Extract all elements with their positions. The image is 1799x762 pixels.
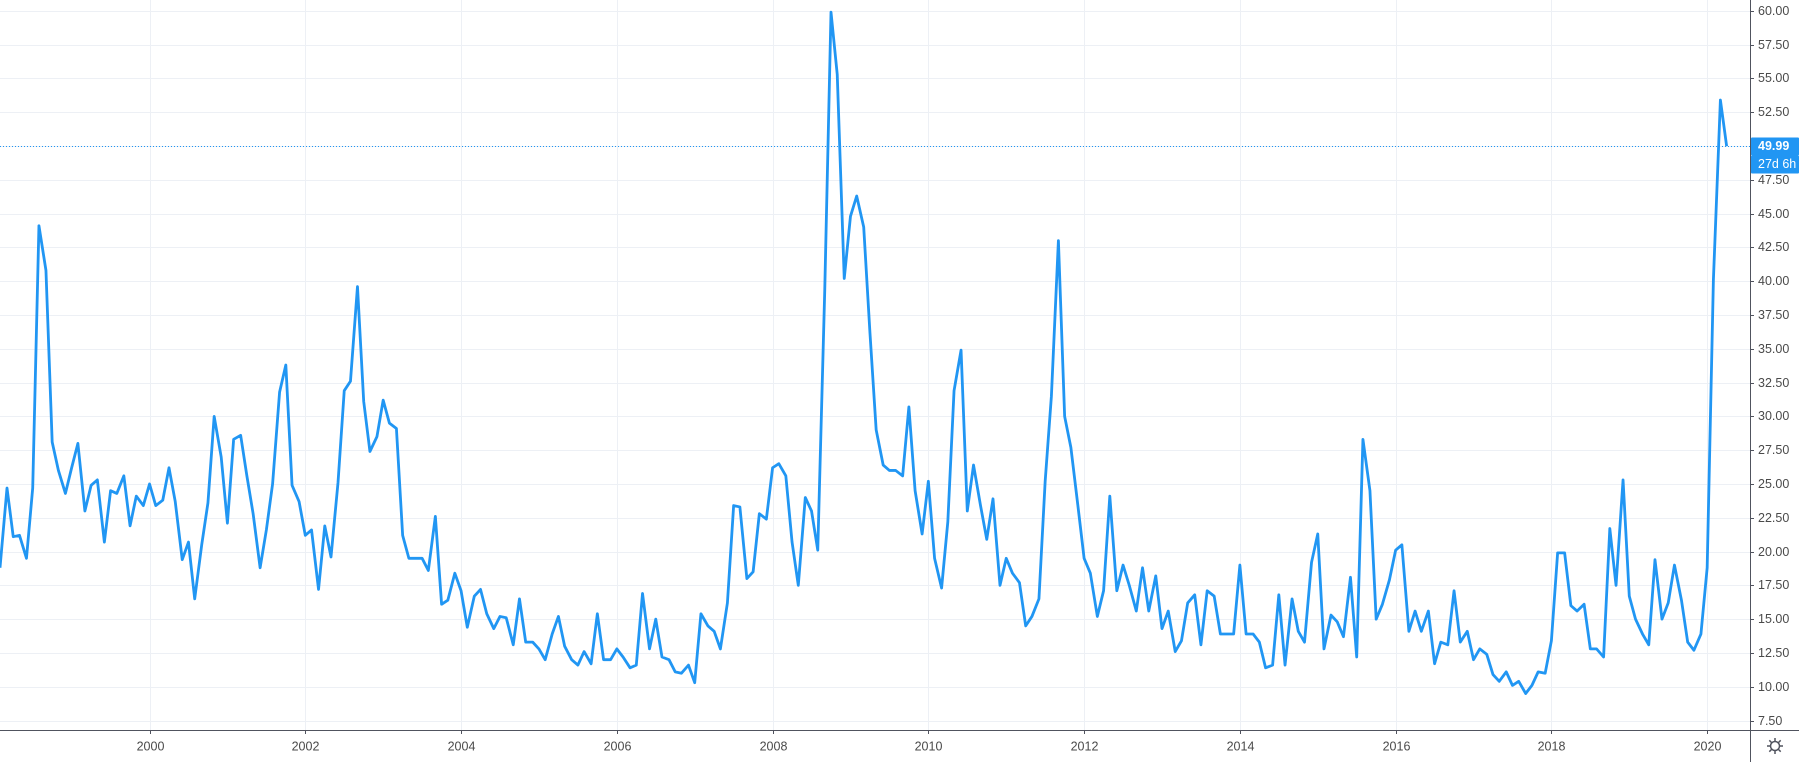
x-tick-label: 2004: [448, 739, 476, 753]
y-tick-label: 12.50: [1758, 646, 1789, 660]
x-tick-label: 2010: [915, 739, 943, 753]
y-tick-label: 17.50: [1758, 578, 1789, 592]
countdown-label: 27d 6h: [1758, 157, 1796, 171]
y-tick-label: 52.50: [1758, 105, 1789, 119]
x-tick-label: 2018: [1538, 739, 1566, 753]
y-tick-label: 45.00: [1758, 207, 1789, 221]
x-tick-label: 2002: [292, 739, 320, 753]
y-tick-label: 35.00: [1758, 342, 1789, 356]
y-tick-label: 15.00: [1758, 612, 1789, 626]
y-tick-label: 37.50: [1758, 308, 1789, 322]
y-tick-label: 20.00: [1758, 545, 1789, 559]
x-tick-label: 2000: [137, 739, 165, 753]
last-price-label: 49.99: [1758, 139, 1789, 153]
x-tick-label: 2008: [760, 739, 788, 753]
y-tick-label: 10.00: [1758, 680, 1789, 694]
y-tick-label: 7.50: [1758, 714, 1782, 728]
x-tick-label: 2016: [1383, 739, 1411, 753]
y-tick-label: 42.50: [1758, 240, 1789, 254]
y-tick-label: 25.00: [1758, 477, 1789, 491]
x-tick-label: 2020: [1694, 739, 1722, 753]
y-tick-label: 47.50: [1758, 173, 1789, 187]
last-price-box: [1751, 137, 1799, 156]
x-tick-label: 2012: [1071, 739, 1099, 753]
y-tick-label: 32.50: [1758, 376, 1789, 390]
mark-layer: [0, 10, 1750, 695]
price-line: [0, 10, 1729, 695]
x-tick-label: 2006: [604, 739, 632, 753]
x-tick-label: 2014: [1227, 739, 1255, 753]
y-tick-label: 60.00: [1758, 4, 1789, 18]
y-tick-label: 30.00: [1758, 409, 1789, 423]
y-tick-label: 55.00: [1758, 71, 1789, 85]
y-tick-label: 27.50: [1758, 443, 1789, 457]
y-tick-label: 22.50: [1758, 511, 1789, 525]
countdown-box: [1751, 155, 1799, 174]
settings-icon[interactable]: [1767, 738, 1783, 754]
y-tick-label: 57.50: [1758, 38, 1789, 52]
y-tick-label: 40.00: [1758, 274, 1789, 288]
grid-layer: [0, 0, 1750, 730]
